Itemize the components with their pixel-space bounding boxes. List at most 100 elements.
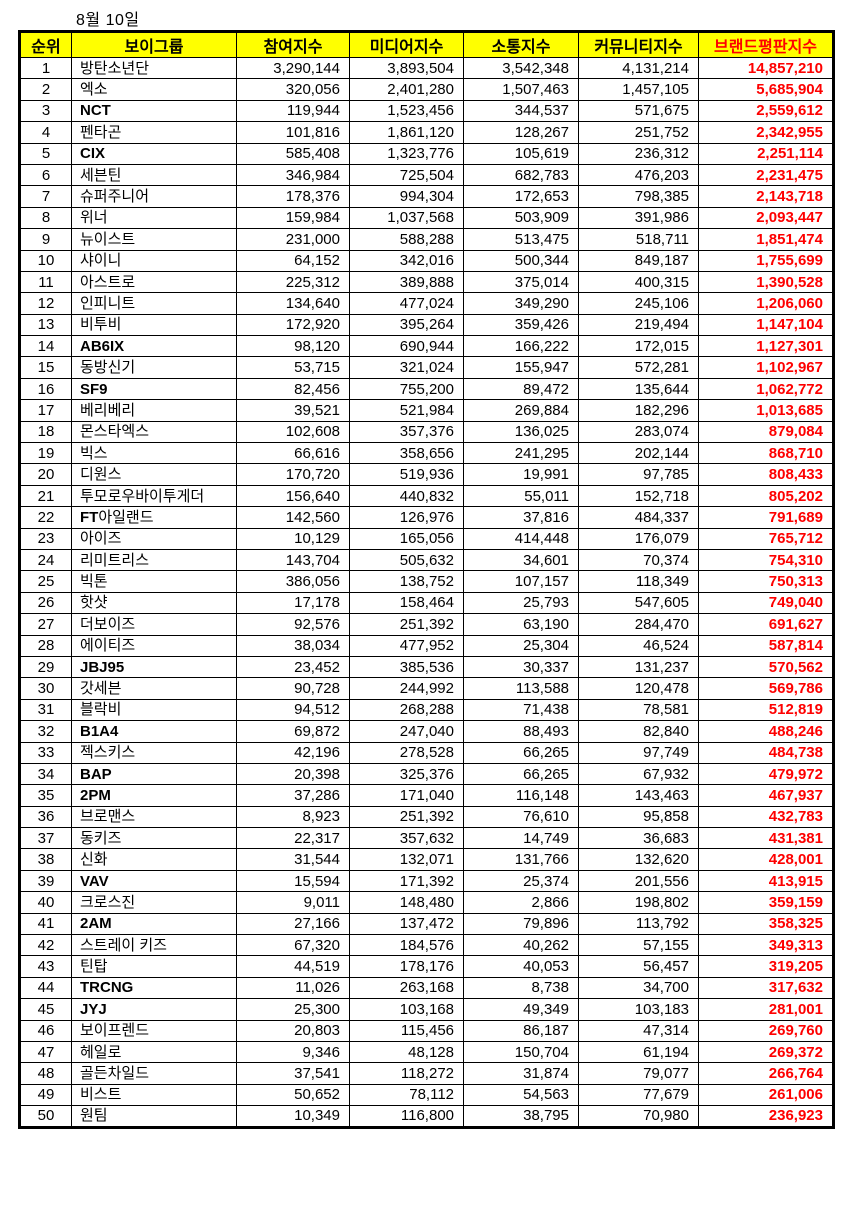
media-cell: 132,071 — [349, 848, 464, 871]
communication-cell: 375,014 — [463, 270, 579, 294]
community-cell: 476,203 — [578, 163, 699, 187]
community-cell: 79,077 — [578, 1062, 699, 1085]
group-cell: 갓세븐 — [71, 677, 237, 700]
rank-cell: 23 — [19, 527, 72, 550]
communication-cell: 19,991 — [463, 463, 579, 486]
media-cell: 184,576 — [349, 934, 464, 957]
media-cell: 263,168 — [349, 976, 464, 1000]
media-cell: 385,536 — [349, 655, 464, 679]
participation-cell: 101,816 — [236, 121, 350, 144]
group-cell: 틴탑 — [71, 955, 237, 978]
communication-cell: 40,262 — [463, 934, 579, 957]
media-cell: 171,040 — [349, 784, 464, 807]
group-cell: 아이즈 — [71, 527, 237, 550]
group-cell: 빅스 — [71, 442, 237, 465]
communication-cell: 71,438 — [463, 698, 579, 722]
header-rank: 순위 — [19, 31, 72, 58]
brand-index-cell: 765,712 — [698, 527, 834, 550]
table-row: 12 인피니트 134,640 477,024 349,290 245,106 1,206,… — [19, 292, 834, 315]
community-cell: 46,524 — [578, 634, 699, 657]
table-row: 22 FT아일랜드 142,560 126,976 37,816 484,337 791,6… — [19, 506, 834, 529]
rank-cell: 22 — [19, 506, 72, 529]
community-cell: 518,711 — [578, 228, 699, 251]
participation-cell: 82,456 — [236, 377, 350, 401]
table-row: 11 아스트로 225,312 389,888 375,014 400,315 1,390,… — [19, 270, 834, 294]
media-cell: 1,037,568 — [349, 206, 464, 230]
communication-cell: 116,148 — [463, 784, 579, 807]
media-cell: 477,024 — [349, 292, 464, 315]
brand-index-cell: 569,786 — [698, 677, 834, 700]
media-cell: 725,504 — [349, 163, 464, 187]
table-row: 38 신화 31,544 132,071 131,766 132,620 428,001 — [19, 848, 834, 871]
table-row: 29 JBJ95 23,452 385,536 30,337 131,237 570,562 — [19, 655, 834, 679]
brand-index-cell: 791,689 — [698, 506, 834, 529]
group-cell: 원팀 — [71, 1105, 237, 1128]
table-row: 28 에이티즈 38,034 477,952 25,304 46,524 587,814 — [19, 634, 834, 657]
rank-cell: 14 — [19, 335, 72, 358]
community-cell: 391,986 — [578, 206, 699, 230]
rank-cell: 36 — [19, 805, 72, 829]
group-cell: 베리베리 — [71, 399, 237, 422]
media-cell: 342,016 — [349, 249, 464, 272]
media-cell: 48,128 — [349, 1040, 464, 1064]
communication-cell: 241,295 — [463, 442, 579, 465]
community-cell: 78,581 — [578, 698, 699, 722]
rank-cell: 5 — [19, 142, 72, 165]
community-cell: 97,785 — [578, 463, 699, 486]
group-cell: 인피니트 — [71, 292, 237, 315]
participation-cell: 9,346 — [236, 1040, 350, 1064]
rank-cell: 2 — [19, 78, 72, 101]
communication-cell: 34,601 — [463, 548, 579, 572]
brand-index-cell: 805,202 — [698, 484, 834, 508]
media-cell: 389,888 — [349, 270, 464, 294]
brand-index-cell: 269,760 — [698, 1019, 834, 1042]
media-cell: 755,200 — [349, 377, 464, 401]
media-cell: 103,168 — [349, 998, 464, 1021]
group-cell: 위너 — [71, 206, 237, 230]
community-cell: 57,155 — [578, 934, 699, 957]
media-cell: 244,992 — [349, 677, 464, 700]
participation-cell: 8,923 — [236, 805, 350, 829]
table-row: 3 NCT 119,944 1,523,456 344,537 571,675 2,559,… — [19, 99, 834, 123]
media-cell: 3,893,504 — [349, 56, 464, 80]
brand-index-cell: 349,313 — [698, 934, 834, 957]
communication-cell: 86,187 — [463, 1019, 579, 1042]
table-row: 47 헤일로 9,346 48,128 150,704 61,194 269,372 — [19, 1040, 834, 1064]
participation-cell: 90,728 — [236, 677, 350, 700]
rank-cell: 13 — [19, 313, 72, 337]
media-cell: 505,632 — [349, 548, 464, 572]
brand-index-cell: 587,814 — [698, 634, 834, 657]
table-row: 49 비스트 50,652 78,112 54,563 77,679 261,006 — [19, 1083, 834, 1107]
participation-cell: 50,652 — [236, 1083, 350, 1107]
communication-cell: 349,290 — [463, 292, 579, 315]
participation-cell: 92,576 — [236, 613, 350, 636]
brand-index-cell: 1,127,301 — [698, 335, 834, 358]
communication-cell: 76,610 — [463, 805, 579, 829]
table-row: 41 2AM 27,166 137,472 79,896 113,792 358,325 — [19, 912, 834, 936]
brand-index-cell: 261,006 — [698, 1083, 834, 1107]
communication-cell: 359,426 — [463, 313, 579, 337]
brand-index-cell: 2,251,114 — [698, 142, 834, 165]
community-cell: 400,315 — [578, 270, 699, 294]
table-row: 19 빅스 66,616 358,656 241,295 202,144 868,710 — [19, 442, 834, 465]
rank-cell: 33 — [19, 741, 72, 764]
brand-index-cell: 2,231,475 — [698, 163, 834, 187]
brand-index-cell: 467,937 — [698, 784, 834, 807]
communication-cell: 79,896 — [463, 912, 579, 936]
rank-cell: 21 — [19, 484, 72, 508]
participation-cell: 320,056 — [236, 78, 350, 101]
community-cell: 1,457,105 — [578, 78, 699, 101]
media-cell: 321,024 — [349, 356, 464, 379]
brand-index-cell: 879,084 — [698, 420, 834, 444]
rank-cell: 37 — [19, 827, 72, 850]
rank-cell: 11 — [19, 270, 72, 294]
media-cell: 148,480 — [349, 891, 464, 914]
group-cell: 에이티즈 — [71, 634, 237, 657]
media-cell: 521,984 — [349, 399, 464, 422]
rank-cell: 46 — [19, 1019, 72, 1042]
communication-cell: 155,947 — [463, 356, 579, 379]
community-cell: 182,296 — [578, 399, 699, 422]
media-cell: 2,401,280 — [349, 78, 464, 101]
media-cell: 158,464 — [349, 591, 464, 615]
participation-cell: 23,452 — [236, 655, 350, 679]
